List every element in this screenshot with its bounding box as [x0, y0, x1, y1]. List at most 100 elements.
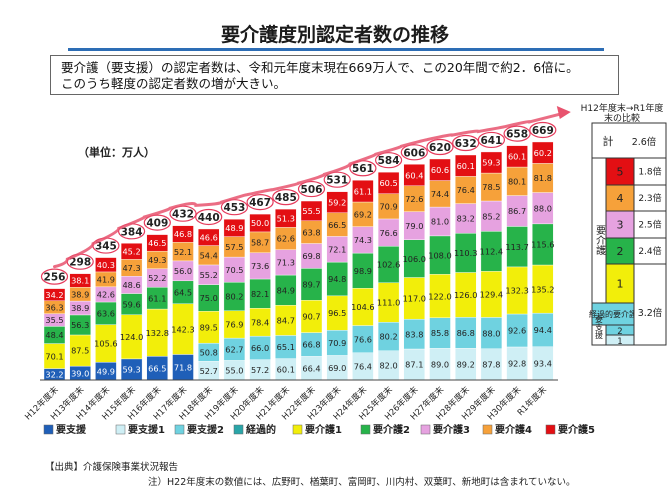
data-label: 61.1 — [354, 186, 372, 196]
data-label: 86.8 — [457, 328, 475, 338]
comparison-header: H12年度末→R1年度末の比較 — [580, 104, 664, 124]
data-label: 45.2 — [122, 247, 140, 257]
data-label: 70.1 — [45, 351, 63, 361]
trend-arrow-line — [53, 112, 563, 269]
data-label: 126.0 — [454, 290, 477, 300]
data-label: 78.4 — [251, 317, 269, 327]
legend-swatch — [545, 424, 556, 435]
data-label: 117.0 — [403, 294, 426, 304]
data-label: 110.3 — [454, 248, 477, 258]
data-label: 49.3 — [148, 255, 166, 265]
legend-label: 要介護4 — [495, 423, 532, 436]
data-label: 113.7 — [505, 242, 528, 252]
data-label: 135.2 — [531, 284, 554, 294]
data-label: 124.0 — [120, 332, 143, 342]
legend-label: 要支援2 — [187, 423, 224, 436]
legend-swatch — [420, 424, 431, 435]
bar-segment — [120, 243, 143, 260]
title-underline — [68, 48, 604, 51]
data-label: 105.6 — [94, 339, 117, 349]
data-label: 50.8 — [200, 347, 218, 357]
data-label: 102.6 — [377, 260, 400, 270]
data-label: 108.0 — [428, 250, 451, 260]
legend-label: 要介護1 — [305, 423, 342, 436]
bar-segment — [429, 158, 451, 181]
data-label: 72.6 — [405, 194, 423, 204]
data-label: 72.1 — [328, 244, 346, 254]
bar-segment — [223, 218, 246, 237]
legend-label: 要介護5 — [558, 423, 595, 436]
total-label: 561 — [352, 163, 374, 175]
data-label: 81.8 — [534, 173, 552, 183]
data-label: 83.2 — [457, 214, 475, 224]
data-label: 48.6 — [122, 280, 140, 290]
total-oval — [400, 144, 428, 161]
total-oval — [426, 138, 454, 156]
data-label: 60.1 — [457, 161, 475, 171]
legend-label: 経過的 — [246, 423, 276, 436]
bar-segment — [480, 151, 503, 174]
cmp-ratio-text: 1.8倍 — [638, 166, 661, 178]
data-label: 74.3 — [354, 235, 372, 245]
data-label: 47.3 — [122, 263, 140, 273]
source-note: 【出典】介護保険事業状況報告 — [45, 462, 179, 473]
data-label: 132.8 — [146, 328, 169, 338]
cmp-care-group-label: 要介護 — [594, 225, 606, 256]
data-label: 111.0 — [377, 298, 400, 308]
data-label: 112.4 — [480, 247, 503, 257]
total-oval — [272, 189, 300, 206]
total-label: 298 — [69, 257, 91, 269]
legend-swatch — [482, 424, 493, 435]
data-label: 76.6 — [354, 334, 372, 344]
total-label: 669 — [532, 125, 554, 137]
data-label: 38.1 — [71, 276, 89, 286]
trend-arrow-head — [556, 105, 571, 119]
total-label: 584 — [378, 155, 400, 167]
total-label: 409 — [146, 218, 168, 230]
total-label: 632 — [455, 138, 477, 150]
total-label: 440 — [198, 212, 220, 224]
total-label: 641 — [480, 135, 502, 147]
total-oval — [503, 125, 531, 142]
data-label: 49.9 — [97, 366, 115, 376]
data-label: 70.9 — [379, 202, 397, 212]
data-label: 39.0 — [71, 368, 89, 378]
legend-label: 要支援 — [56, 423, 87, 436]
cmp-ratio-cell — [633, 157, 667, 186]
total-label: 658 — [506, 129, 528, 141]
bar-segment — [506, 145, 528, 168]
cmp-total-row — [591, 122, 667, 159]
cmp-level-label: 2 — [617, 245, 624, 258]
data-label: 79.0 — [405, 221, 423, 231]
cmp-total-ratio: 2.6倍 — [632, 136, 657, 148]
data-label: 132.3 — [505, 286, 528, 296]
cmp-ratio-text: 2.4倍 — [638, 245, 661, 257]
data-label: 85.2 — [482, 211, 500, 221]
data-label: 64.5 — [174, 287, 192, 297]
legend-label: 要介護3 — [433, 423, 470, 436]
cmp-level-label: 1 — [617, 278, 624, 291]
cmp-support2-label: 2 — [617, 327, 622, 337]
data-label: 88.0 — [534, 203, 552, 213]
data-label: 66.5 — [328, 220, 346, 230]
data-label: 48.4 — [45, 330, 63, 340]
bar-segment — [146, 234, 169, 252]
data-label: 142.3 — [171, 324, 194, 334]
data-label: 89.2 — [457, 359, 475, 369]
data-label: 65.1 — [277, 342, 295, 352]
data-label: 80.1 — [508, 176, 526, 186]
data-label: 70.9 — [328, 338, 346, 348]
total-oval — [40, 268, 69, 285]
data-label: 51.3 — [277, 213, 295, 223]
unit-label: （単位：万人） — [78, 146, 155, 159]
data-label: 60.2 — [534, 148, 552, 158]
total-oval — [375, 152, 403, 169]
page-title: 要介護度別認定者数の推移 — [220, 24, 449, 46]
cmp-transitional-label: 経過的要介護 — [589, 309, 637, 319]
data-label: 87.1 — [405, 360, 423, 370]
cmp-ratio-merged — [633, 263, 667, 346]
data-label: 63.8 — [302, 227, 320, 237]
data-label: 55.5 — [302, 206, 320, 216]
data-label: 59.3 — [122, 365, 140, 375]
data-label: 55.0 — [225, 365, 243, 375]
